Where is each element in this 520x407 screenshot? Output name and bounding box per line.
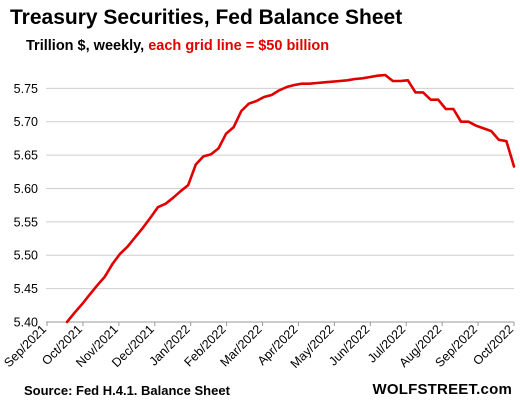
gridlines [46,87,514,323]
y-tick-label: 5.75 [14,82,38,96]
chart-subtitle: Trillion $, weekly, each grid line = $50… [26,38,329,54]
source-note: Source: Fed H.4.1. Balance Sheet [24,383,230,398]
y-tick-label: 5.50 [14,249,38,263]
y-tick-label: 5.55 [14,215,38,229]
series-line [65,73,516,324]
chart-title: Treasury Securities, Fed Balance Sheet [10,6,403,29]
plot-area [65,73,516,324]
subtitle-units: Trillion $, weekly, [26,38,149,54]
y-axis: 5.40 5.45 5.50 5.55 5.60 5.65 5.70 5.75 [14,82,38,330]
y-tick-label: 5.60 [14,182,38,196]
y-tick-label: 5.45 [14,282,38,296]
subtitle-grid-note: each grid line = $50 billion [148,38,330,54]
y-tick-label: 5.70 [14,115,38,129]
y-tick-label: 5.40 [14,316,38,330]
brand-logo-text: WOLFSTREET.com [372,381,512,398]
x-tick-label: Oct/2022 [470,322,516,368]
x-axis: Sep/2021Oct/2021Nov/2021Dec/2021Jan/2022… [1,321,516,371]
y-tick-label: 5.65 [14,149,38,163]
